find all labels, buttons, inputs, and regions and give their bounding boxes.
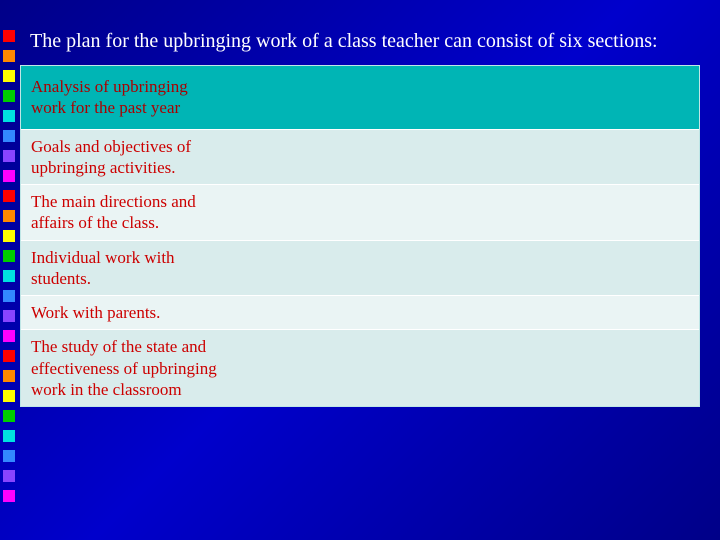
decorative-square	[3, 250, 15, 262]
decorative-square	[3, 310, 15, 322]
decorative-square	[3, 390, 15, 402]
decorative-square	[3, 90, 15, 102]
decorative-square	[3, 350, 15, 362]
section-label: The main directions and affairs of the c…	[21, 185, 231, 240]
decorative-square	[3, 330, 15, 342]
section-details	[231, 66, 699, 129]
table-row: Goals and objectives of upbringing activ…	[21, 130, 699, 186]
section-label: The study of the state and effectiveness…	[21, 330, 231, 406]
table-row: Analysis of upbringing work for the past…	[21, 66, 699, 130]
decorative-square	[3, 430, 15, 442]
decorative-square	[3, 50, 15, 62]
section-details	[231, 296, 699, 329]
table-row: Work with parents.	[21, 296, 699, 330]
decorative-square	[3, 270, 15, 282]
table-row: The study of the state and effectiveness…	[21, 330, 699, 406]
section-label: Goals and objectives of upbringing activ…	[21, 130, 231, 185]
decorative-square	[3, 210, 15, 222]
decorative-square	[3, 410, 15, 422]
decorative-square	[3, 290, 15, 302]
section-details	[231, 330, 699, 406]
decorative-square	[3, 130, 15, 142]
table-row: Individual work with students.	[21, 241, 699, 297]
section-label: Individual work with students.	[21, 241, 231, 296]
section-label: Work with parents.	[21, 296, 231, 329]
decorative-square	[3, 70, 15, 82]
decorative-square	[3, 450, 15, 462]
slide-title: The plan for the upbringing work of a cl…	[0, 0, 720, 65]
decorative-sidebar	[0, 0, 18, 540]
decorative-square	[3, 170, 15, 182]
decorative-square	[3, 470, 15, 482]
decorative-square	[3, 230, 15, 242]
section-details	[231, 185, 699, 240]
decorative-square	[3, 110, 15, 122]
section-details	[231, 241, 699, 296]
section-label: Analysis of upbringing work for the past…	[21, 66, 231, 129]
table-row: The main directions and affairs of the c…	[21, 185, 699, 241]
decorative-square	[3, 370, 15, 382]
decorative-square	[3, 30, 15, 42]
section-details	[231, 130, 699, 185]
sections-table: Analysis of upbringing work for the past…	[20, 65, 700, 407]
decorative-square	[3, 490, 15, 502]
decorative-square	[3, 190, 15, 202]
decorative-square	[3, 150, 15, 162]
